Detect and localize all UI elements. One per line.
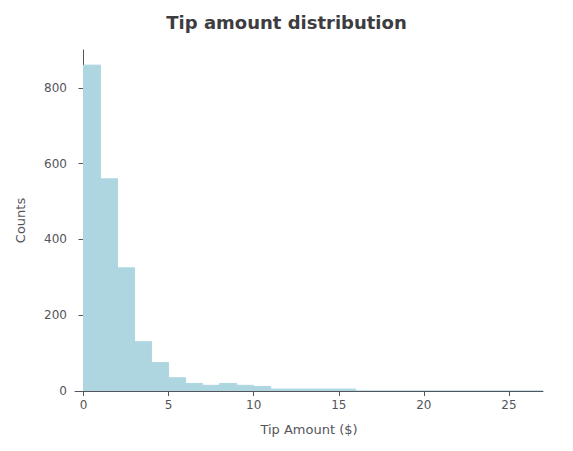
svg-text:25: 25 xyxy=(501,398,516,412)
svg-text:0: 0 xyxy=(59,384,67,398)
svg-text:15: 15 xyxy=(331,398,346,412)
svg-text:Tip amount distribution: Tip amount distribution xyxy=(166,12,406,33)
svg-text:0: 0 xyxy=(80,398,88,412)
svg-text:200: 200 xyxy=(44,308,67,322)
svg-text:600: 600 xyxy=(44,157,67,171)
svg-text:Tip Amount ($): Tip Amount ($) xyxy=(259,422,357,437)
svg-text:800: 800 xyxy=(44,81,67,95)
svg-text:400: 400 xyxy=(44,232,67,246)
svg-text:10: 10 xyxy=(246,398,261,412)
svg-text:20: 20 xyxy=(416,398,431,412)
svg-text:Counts: Counts xyxy=(13,198,28,244)
svg-text:5: 5 xyxy=(165,398,173,412)
